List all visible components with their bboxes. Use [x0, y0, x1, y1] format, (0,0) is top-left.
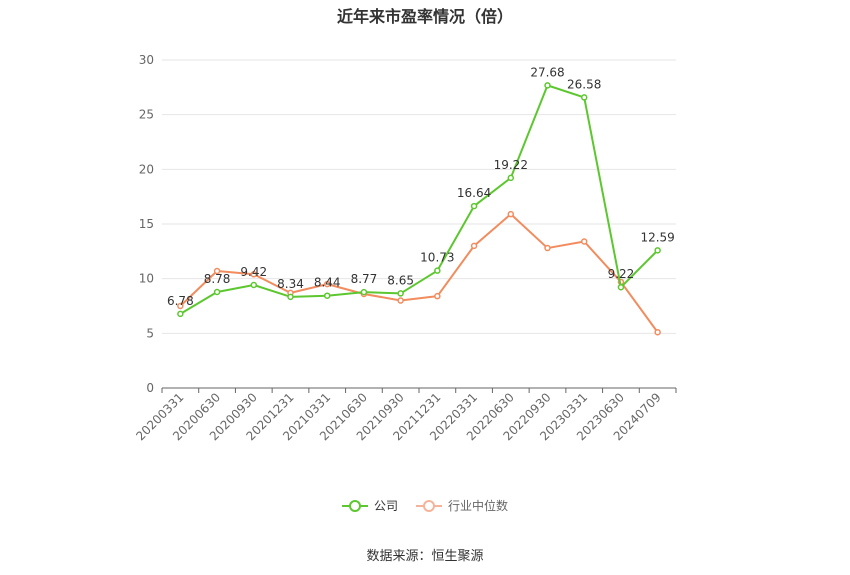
data-label-company: 9.42: [240, 265, 267, 279]
data-label-company: 6.78: [167, 294, 194, 308]
y-tick-label: 0: [146, 381, 154, 395]
data-point-company: [323, 292, 331, 299]
y-tick-label: 15: [139, 217, 154, 231]
y-tick-label: 10: [139, 272, 154, 286]
data-point-company: [177, 310, 184, 318]
y-tick-label: 30: [139, 53, 154, 67]
data-point-industry-median: [544, 244, 551, 252]
data-label-company: 9.22: [608, 267, 635, 281]
data-label-company: 27.68: [530, 65, 564, 79]
data-point-company: [617, 283, 625, 291]
chart-legend: 公司 行业中位数: [0, 497, 850, 514]
data-label-company: 10.73: [420, 251, 454, 265]
data-point-company: [544, 82, 551, 89]
data-point-industry-median: [470, 242, 478, 250]
y-tick-label: 25: [139, 108, 154, 122]
legend-industry-marker-icon: [416, 499, 442, 512]
data-point-industry-median: [580, 238, 588, 245]
data-point-industry-median: [213, 267, 221, 275]
y-tick-label: 20: [139, 162, 154, 176]
data-label-company: 8.78: [204, 272, 231, 286]
data-label-company: 16.64: [457, 186, 491, 200]
legend-company-marker-icon: [341, 499, 368, 512]
data-point-company: [397, 290, 404, 297]
data-label-company: 8.44: [314, 276, 341, 290]
data-point-company: [434, 267, 441, 274]
chart-title: 近年来市盈率情况（倍）: [336, 7, 513, 26]
data-point-industry-median: [177, 302, 184, 310]
data-point-company: [287, 293, 294, 301]
data-label-company: 8.77: [351, 272, 378, 286]
y-tick-label: 5: [146, 326, 154, 340]
legend-item-industry-median[interactable]: 行业中位数: [416, 497, 508, 514]
data-label-company: 8.34: [277, 277, 304, 291]
data-point-company: [654, 247, 661, 254]
legend-item-company[interactable]: 公司: [341, 497, 398, 514]
data-label-company: 26.58: [567, 77, 601, 91]
data-label-company: 12.59: [640, 230, 674, 244]
data-point-company: [580, 94, 588, 101]
data-label-company: 19.22: [494, 158, 528, 172]
legend-label-company: 公司: [373, 499, 398, 513]
series-line-company: [179, 84, 659, 315]
data-point-company: [250, 281, 258, 289]
data-point-industry-median: [250, 271, 258, 278]
data-point-industry-median: [654, 328, 661, 336]
data-point-industry-median: [397, 297, 404, 304]
series-line-industry-median: [179, 213, 659, 333]
data-point-company: [507, 174, 515, 182]
data-point-company: [213, 288, 221, 296]
data-point-company: [360, 288, 368, 296]
data-point-industry-median: [507, 210, 515, 218]
data-source: 数据来源：恒生聚源: [366, 549, 484, 564]
data-point-industry-median: [434, 292, 441, 300]
data-point-company: [470, 202, 478, 210]
data-point-industry-median: [323, 280, 331, 288]
legend-label-industry-median: 行业中位数: [448, 499, 509, 513]
data-label-company: 8.65: [387, 273, 414, 287]
